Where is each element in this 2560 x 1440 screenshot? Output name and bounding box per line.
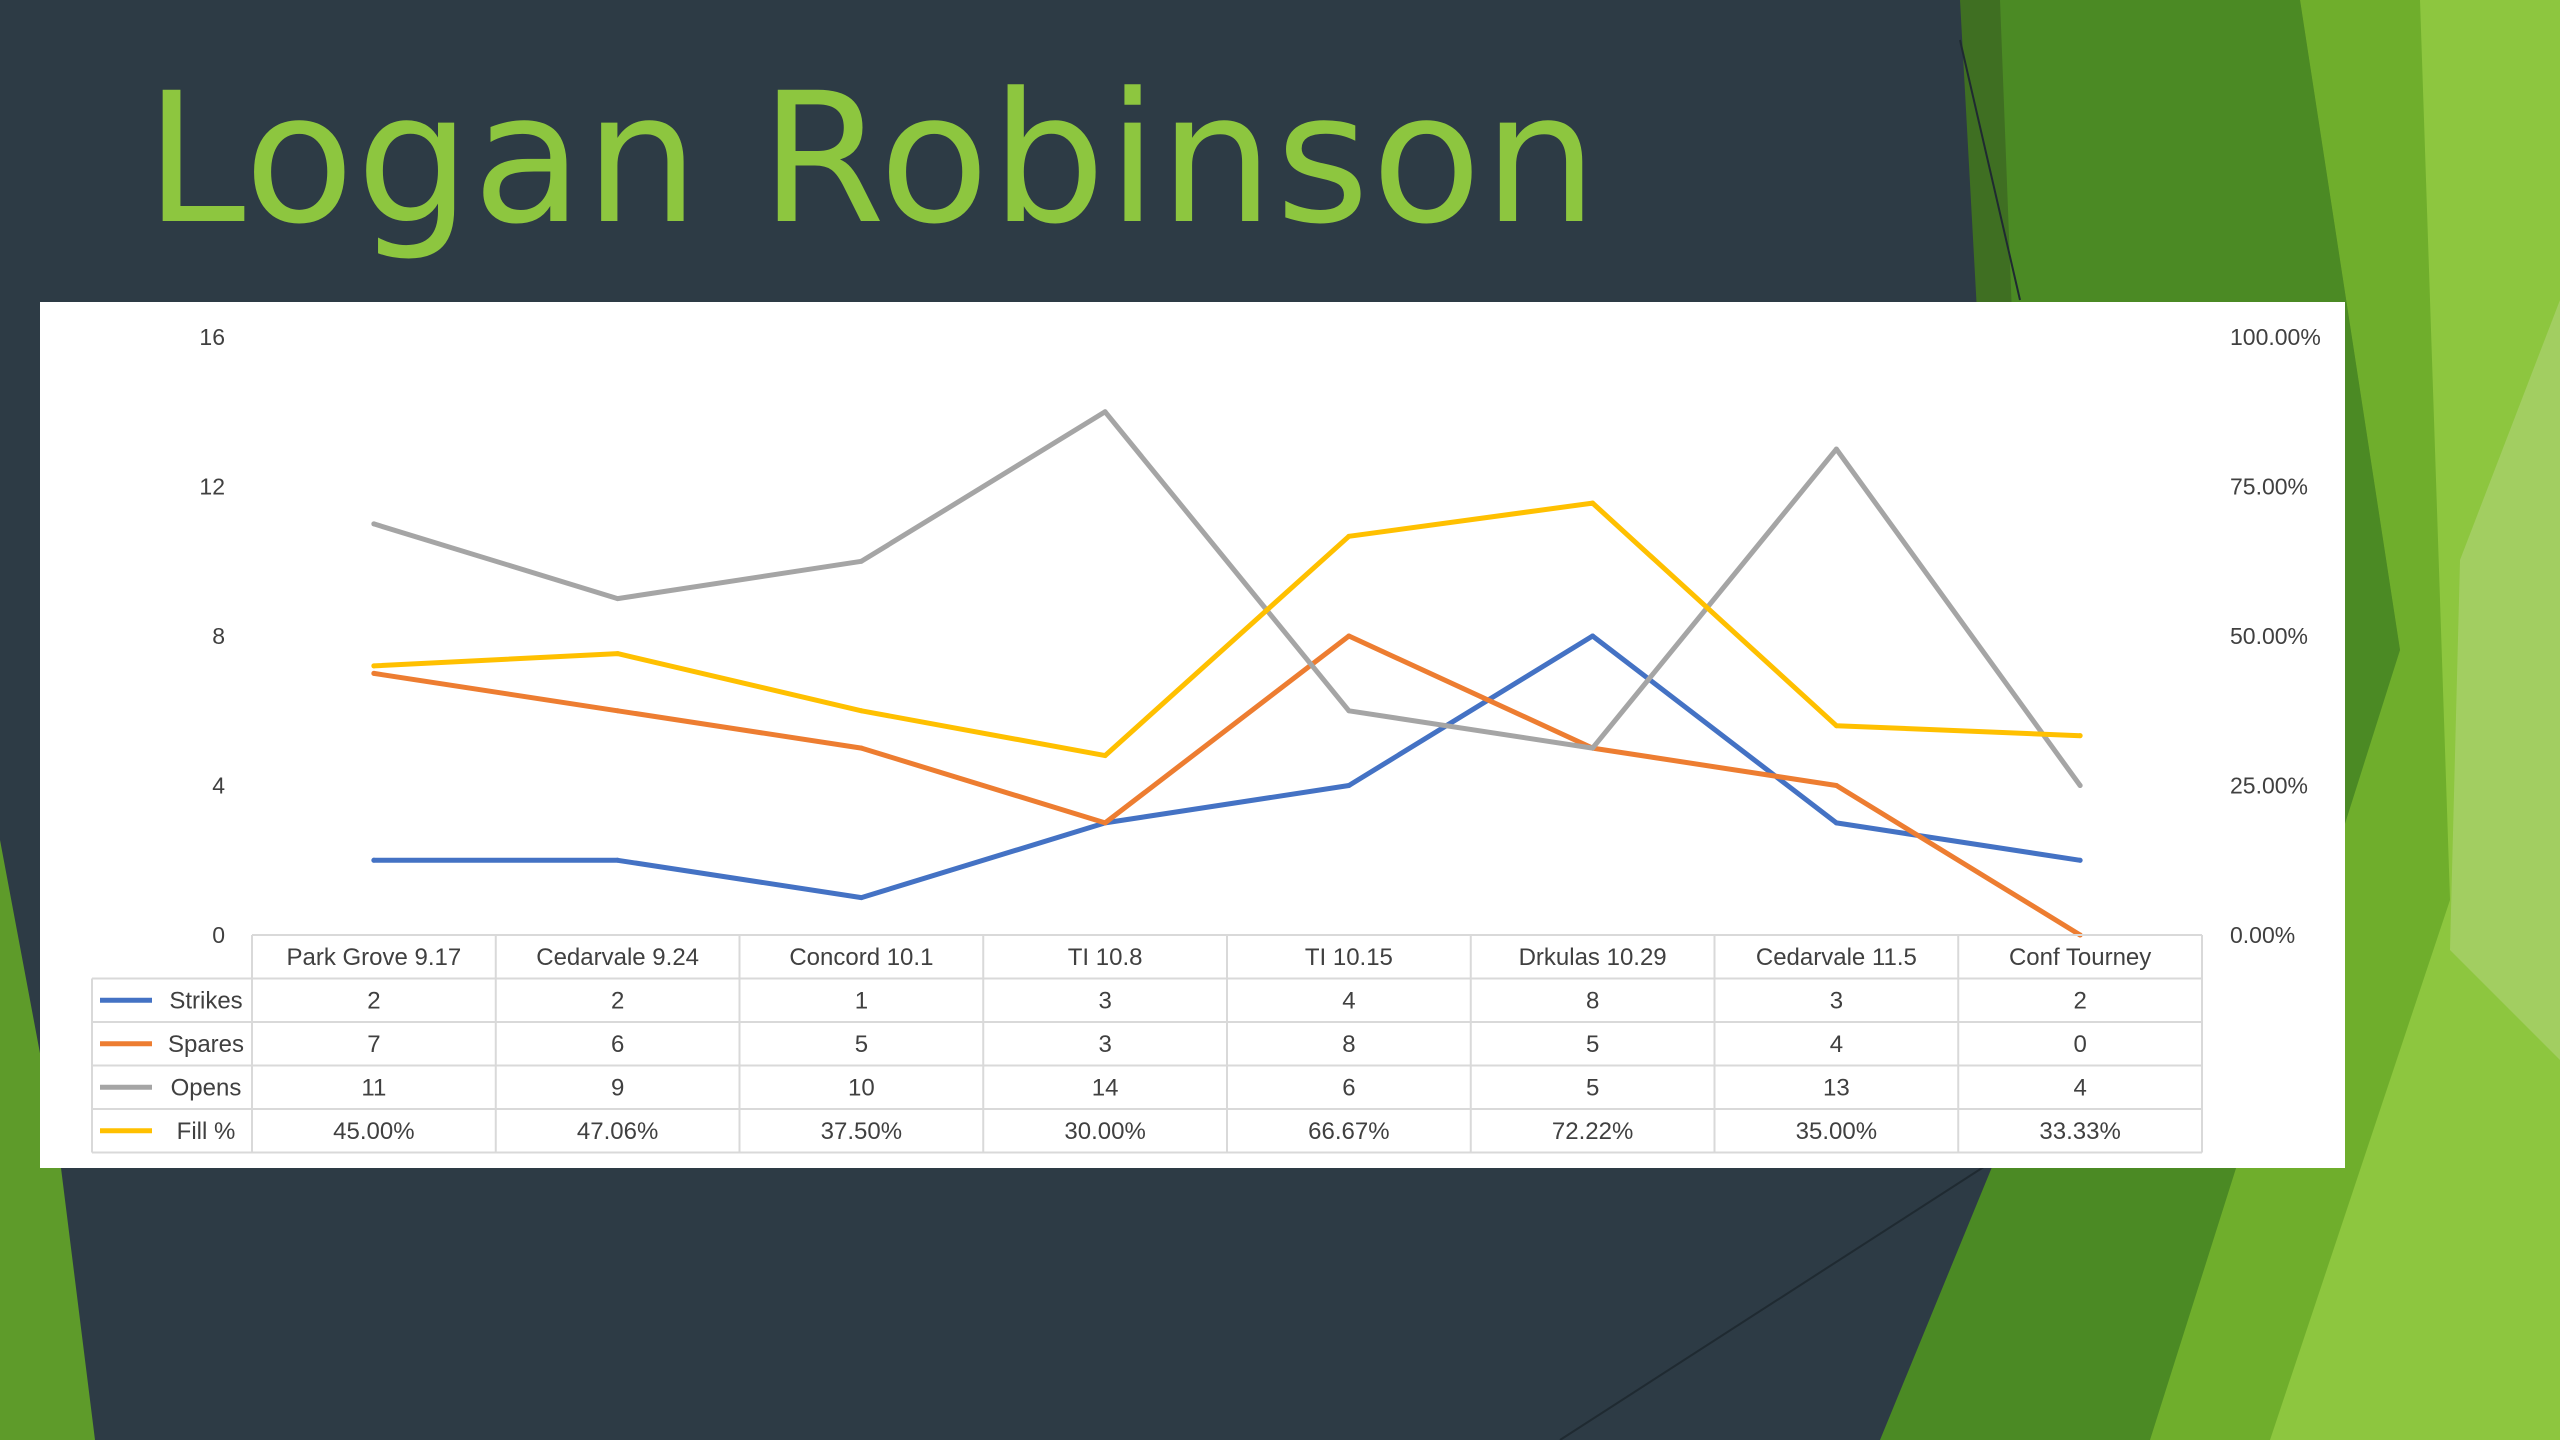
table-cell-value: 37.50%: [821, 1118, 902, 1145]
data-point-spares: [858, 745, 864, 751]
table-cell-value: 10: [848, 1074, 875, 1101]
data-point-strikes: [1833, 820, 1839, 826]
data-point-strikes: [1590, 633, 1596, 639]
table-cell-value: 14: [1092, 1074, 1119, 1101]
table-cell-value: 0: [2073, 1031, 2086, 1058]
data-point-fill: [1833, 723, 1839, 729]
table-cell-value: 11: [361, 1074, 386, 1101]
table-cell-value: 66.67%: [1308, 1118, 1389, 1145]
table-cell-value: 2: [2073, 987, 2086, 1014]
data-point-opens: [371, 521, 377, 527]
table-cell-value: 45.00%: [333, 1118, 414, 1145]
data-point-strikes: [1346, 783, 1352, 788]
data-point-opens: [615, 596, 621, 602]
table-cell-value: 4: [1342, 987, 1355, 1014]
data-point-opens: [858, 558, 864, 564]
slide-thin-line: [1959, 39, 2021, 301]
x-axis-category-label: Cedarvale 9.24: [536, 944, 699, 971]
x-axis-category-label: Conf Tourney: [2009, 944, 2151, 971]
table-cell-value: 8: [1342, 1031, 1355, 1058]
data-point-spares: [371, 670, 377, 676]
y-axis-left-tick-label: 12: [199, 474, 225, 500]
table-cell-value: 4: [2073, 1074, 2086, 1101]
table-cell-value: 6: [611, 1031, 624, 1058]
table-cell-value: 5: [1586, 1074, 1599, 1101]
data-point-strikes: [371, 857, 377, 863]
data-point-strikes: [2077, 857, 2083, 863]
table-cell-value: 47.06%: [577, 1118, 658, 1145]
y-axis-right-tick-label: 75.00%: [2230, 474, 2308, 500]
table-cell-value: 1: [855, 987, 868, 1014]
table-cell-value: 5: [855, 1031, 868, 1058]
data-point-spares: [1346, 633, 1352, 639]
table-cell-value: 7: [367, 1031, 380, 1058]
green-facet-bright: [2270, 0, 2560, 1440]
legend-label: Strikes: [169, 987, 242, 1014]
series-line-spares: [371, 633, 2083, 938]
table-cell-value: 2: [611, 987, 624, 1014]
data-point-fill: [1102, 753, 1108, 759]
legend-label: Opens: [171, 1074, 242, 1101]
chart-panel: 0 4 8 12 16 0.00% 25.00% 50.00% 75.00% 100.00% Par…: [40, 302, 2345, 1168]
x-axis-category-label: TI 10.15: [1305, 944, 1393, 971]
table-cell-value: 2: [367, 987, 380, 1014]
table-cell-value: 3: [1830, 987, 1843, 1014]
y-axis-right-tick-label: 0.00%: [2230, 922, 2295, 948]
series-line-opens: [371, 409, 2083, 788]
table-cell-value: 8: [1586, 987, 1599, 1014]
data-point-fill: [1346, 533, 1352, 539]
data-point-fill: [1590, 500, 1596, 506]
table-cell-value: 3: [1098, 1031, 1111, 1058]
table-cell-value: 30.00%: [1064, 1118, 1145, 1145]
data-point-strikes: [858, 895, 864, 901]
data-point-fill: [858, 708, 864, 714]
table-cell-value: 6: [1342, 1074, 1355, 1101]
table-cell-value: 3: [1098, 987, 1111, 1014]
slide-title: Logan Robinson: [145, 55, 1600, 264]
data-point-spares: [615, 708, 621, 714]
x-axis-category-label: Drkulas 10.29: [1519, 944, 1667, 971]
data-point-opens: [1590, 745, 1596, 751]
table-cell-value: 13: [1823, 1074, 1850, 1101]
table-cell-value: 9: [611, 1074, 624, 1101]
y-axis-right-tick-label: 100.00%: [2230, 324, 2321, 350]
table-cell-value: 72.22%: [1552, 1118, 1633, 1145]
x-axis-category-label: Park Grove 9.17: [287, 944, 462, 971]
x-axis-category-label: Cedarvale 11.5: [1756, 944, 1917, 971]
data-point-spares: [1833, 783, 1839, 788]
data-point-opens: [1833, 446, 1839, 452]
table-cell-value: 35.00%: [1796, 1118, 1877, 1145]
y-axis-right-tick-label: 25.00%: [2230, 773, 2308, 799]
data-point-opens: [1346, 708, 1352, 714]
y-axis-left-tick-label: 16: [199, 324, 225, 350]
slide-thin-line: [1559, 1149, 2011, 1440]
y-axis-left-tick-label: 4: [212, 773, 225, 799]
data-point-opens: [1102, 409, 1108, 415]
data-point-spares: [1102, 820, 1108, 826]
data-point-strikes: [615, 857, 621, 863]
green-facet-highlight: [2450, 300, 2560, 1060]
legend-label: Fill %: [177, 1118, 236, 1145]
x-axis-category-label: Concord 10.1: [789, 944, 933, 971]
x-axis-category-label: TI 10.8: [1068, 944, 1143, 971]
y-axis-left-tick-label: 8: [212, 623, 225, 649]
line-chart: 04812160.00%25.00%50.00%75.00%100.00%Par…: [91, 324, 2321, 1154]
data-point-fill: [371, 663, 377, 669]
table-cell-value: 5: [1586, 1031, 1599, 1058]
table-cell-value: 33.33%: [2039, 1118, 2120, 1145]
series-line-strikes: [371, 633, 2083, 901]
legend-label: Spares: [168, 1031, 244, 1058]
y-axis-left-tick-label: 0: [212, 922, 225, 948]
y-axis-right-tick-label: 50.00%: [2230, 623, 2308, 649]
data-point-fill: [2077, 733, 2083, 739]
table-cell-value: 4: [1830, 1031, 1843, 1058]
data-point-fill: [615, 651, 621, 657]
data-point-opens: [2077, 783, 2083, 788]
series-line-fill: [371, 500, 2083, 759]
